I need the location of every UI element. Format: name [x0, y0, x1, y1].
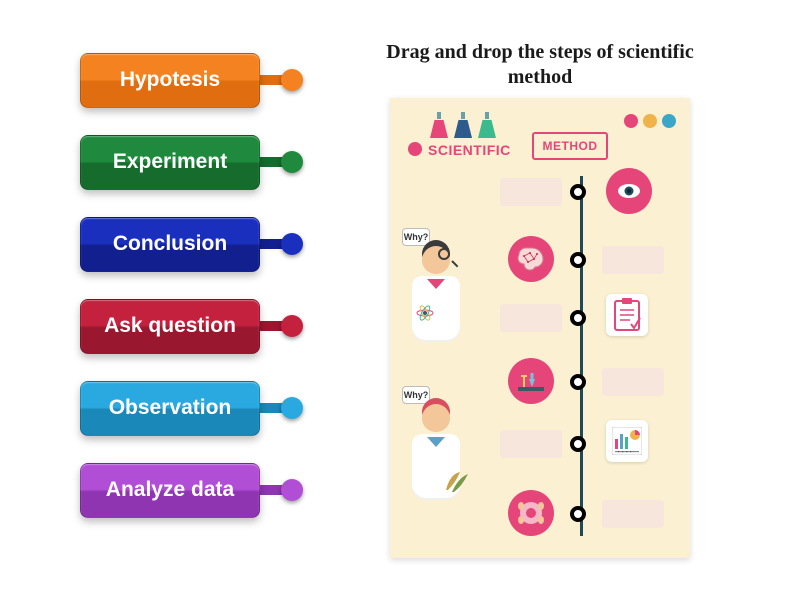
flask-icon-group [430, 112, 496, 138]
drop-slot[interactable] [500, 178, 562, 206]
label-dot-icon[interactable] [281, 315, 303, 337]
label-pill[interactable]: Observation [80, 381, 260, 436]
label-pill[interactable]: Analyze data [80, 463, 260, 518]
scientist-illustration: Why? [408, 228, 464, 328]
label-text: Experiment [113, 150, 227, 174]
label-pill[interactable]: Experiment [80, 135, 260, 190]
label-dot-icon[interactable] [281, 397, 303, 419]
header-method-text: METHOD [543, 139, 598, 153]
dot-icon [643, 114, 657, 128]
header-scientific-text: SCIENTIFIC [428, 142, 511, 158]
poster-header: SCIENTIFIC METHOD [404, 112, 676, 170]
label-dot-icon[interactable] [281, 69, 303, 91]
leaf-icon [442, 468, 472, 494]
exp-step-icon [508, 358, 554, 404]
header-dot-icon [408, 142, 422, 156]
label-text: Observation [109, 396, 232, 420]
timeline-marker[interactable] [570, 310, 586, 326]
scientist-head [422, 246, 450, 274]
label-pill[interactable]: Hypotesis [80, 53, 260, 108]
label-text: Analyze data [106, 478, 234, 502]
clip-step-icon [606, 294, 648, 336]
traffic-dots [624, 114, 676, 128]
label-dot-icon[interactable] [281, 233, 303, 255]
label-pill[interactable]: Conclusion [80, 217, 260, 272]
draggable-label[interactable]: Experiment [80, 132, 320, 192]
draggable-labels-column: Hypotesis Experiment Conclusion Ask questio… [80, 40, 320, 580]
draggable-label[interactable]: Analyze data [80, 460, 320, 520]
drop-slot[interactable] [602, 246, 664, 274]
timeline-marker[interactable] [570, 436, 586, 452]
flask-icon [430, 112, 448, 138]
drop-slot[interactable] [500, 304, 562, 332]
label-pill[interactable]: Ask question [80, 299, 260, 354]
scientist-body [412, 276, 460, 342]
label-text: Ask question [104, 314, 236, 338]
why-bubble: Why? [402, 228, 430, 246]
dot-icon [624, 114, 638, 128]
diagram-column: Drag and drop the steps of scientific me… [320, 40, 760, 580]
drop-slot[interactable] [500, 430, 562, 458]
why-bubble: Why? [402, 386, 430, 404]
timeline-marker[interactable] [570, 252, 586, 268]
draggable-label[interactable]: Observation [80, 378, 320, 438]
drop-slot[interactable] [602, 500, 664, 528]
timeline-marker[interactable] [570, 184, 586, 200]
label-dot-icon[interactable] [281, 479, 303, 501]
drop-slot[interactable] [602, 368, 664, 396]
eye-step-icon [606, 168, 652, 214]
flask-icon [478, 112, 496, 138]
scientist-illustration: Why? [408, 386, 464, 486]
label-text: Conclusion [113, 232, 227, 256]
atom-icon [416, 304, 434, 322]
label-dot-icon[interactable] [281, 151, 303, 173]
scientist-body [412, 434, 460, 500]
draggable-label[interactable]: Ask question [80, 296, 320, 356]
timeline-marker[interactable] [570, 374, 586, 390]
header-method-box: METHOD [532, 132, 608, 160]
label-text: Hypotesis [120, 68, 220, 92]
activity-container: Hypotesis Experiment Conclusion Ask questio… [0, 0, 800, 600]
magnifier-icon [438, 248, 450, 260]
scientist-head [422, 404, 450, 432]
dot-icon [662, 114, 676, 128]
draggable-label[interactable]: Hypotesis [80, 50, 320, 110]
chart-step-icon [606, 420, 648, 462]
hands-step-icon [508, 490, 554, 536]
timeline-line [580, 176, 583, 536]
instructions-title: Drag and drop the steps of scientific me… [360, 40, 720, 90]
brain-step-icon [508, 236, 554, 282]
draggable-label[interactable]: Conclusion [80, 214, 320, 274]
scientific-method-poster: SCIENTIFIC METHOD Why?Why? [390, 98, 690, 558]
timeline-marker[interactable] [570, 506, 586, 522]
flask-icon [454, 112, 472, 138]
